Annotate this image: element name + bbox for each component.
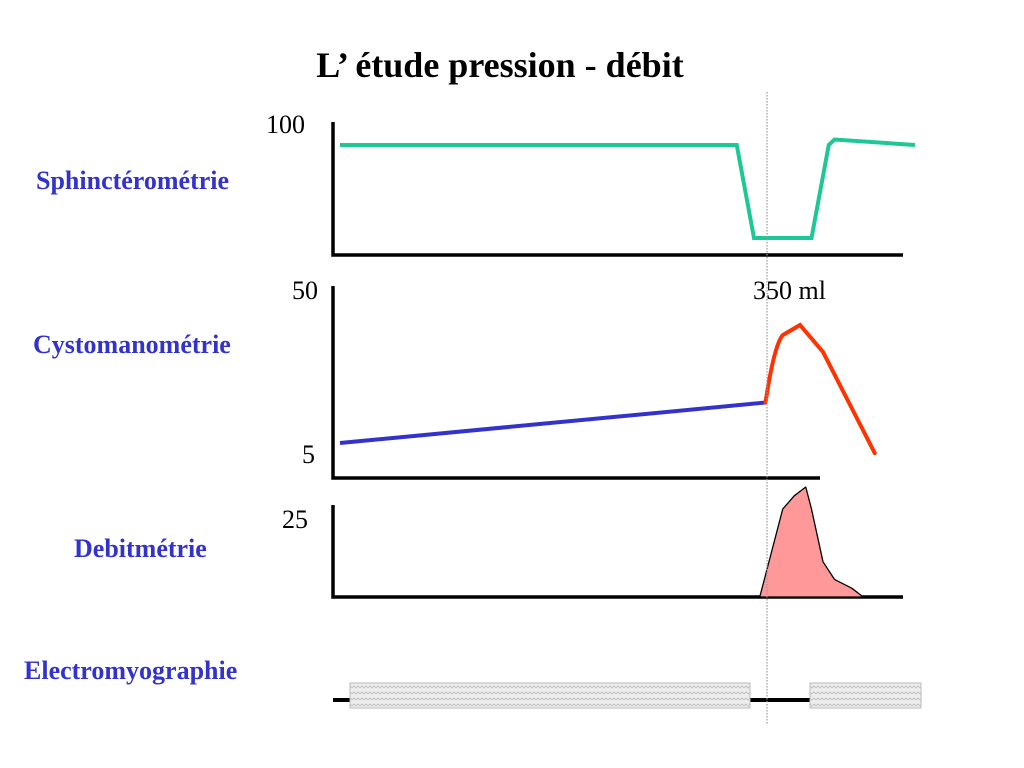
- slide-title: L’ étude pression - débit: [316, 45, 684, 85]
- axes: [331, 122, 903, 599]
- panel-label-electromyographie: Electromyographie: [24, 656, 238, 685]
- tick-cysto-50: 50: [292, 276, 318, 305]
- panel-label-sphincterometrie: Sphinctérométrie: [36, 166, 230, 195]
- sphincter-pressure-line: [340, 137, 916, 240]
- axis-cysto: [331, 286, 820, 480]
- tick-debit-25: 25: [282, 505, 308, 534]
- axis-debit: [331, 505, 903, 599]
- panel-label-debitmetrie: Debitmétrie: [74, 534, 207, 563]
- flow-area: [759, 486, 864, 598]
- tick-cysto-5: 5: [302, 440, 315, 469]
- marker-350ml-label: 350 ml: [753, 276, 826, 305]
- cysto-voiding-curve: [763, 322, 877, 456]
- cysto-filling-line: [339, 400, 766, 445]
- tick-sphincter-100: 100: [266, 110, 305, 139]
- axis-sphincter: [331, 122, 903, 257]
- emg-activity-block-1: [349, 682, 751, 709]
- emg-activity-block-2: [809, 682, 922, 709]
- panel-label-cystomanometrie: Cystomanométrie: [33, 330, 231, 359]
